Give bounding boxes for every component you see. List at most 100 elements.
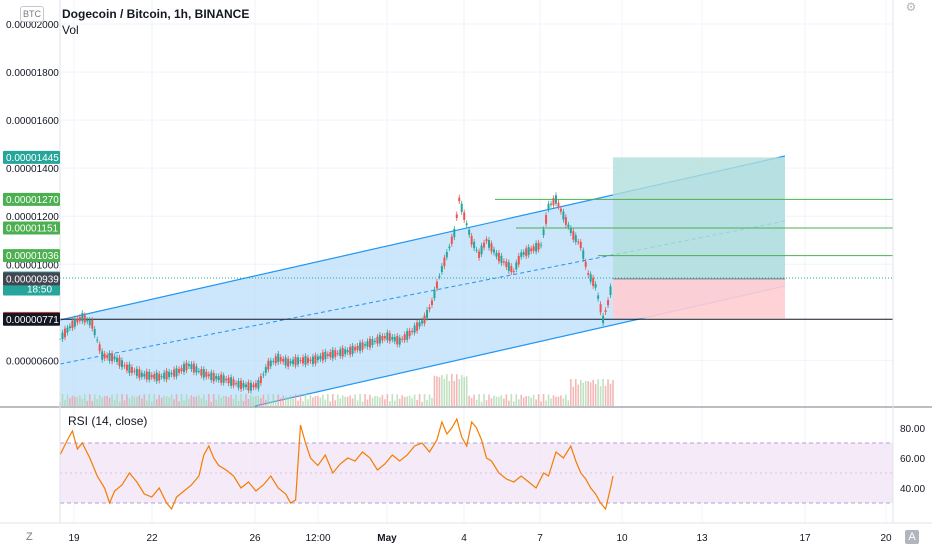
price-label-level xyxy=(3,249,60,263)
candle-body xyxy=(396,335,399,345)
countdown-text: 18:50 xyxy=(27,284,52,295)
candle-body xyxy=(604,310,607,312)
volume-bar xyxy=(443,378,446,406)
candle-body xyxy=(359,342,362,352)
volume-bar xyxy=(143,394,146,406)
candle-body xyxy=(495,252,498,257)
channel-fill xyxy=(60,156,785,406)
volume-bar xyxy=(428,394,431,406)
volume-bar xyxy=(106,395,108,406)
volume-bar xyxy=(232,399,235,406)
volume-bar xyxy=(386,394,389,406)
candle-body xyxy=(210,372,213,381)
candle-body xyxy=(259,376,262,384)
candle-body xyxy=(106,355,109,358)
candle-body xyxy=(165,370,168,380)
candle-body xyxy=(130,367,133,373)
volume-bar xyxy=(488,394,490,406)
candle-body xyxy=(411,330,414,333)
timezone-button[interactable]: Z xyxy=(26,531,33,543)
volume-bar xyxy=(265,399,267,406)
volume-bar xyxy=(101,397,103,406)
volume-bar xyxy=(118,401,121,406)
rsi-tick-label: 40.00 xyxy=(900,484,925,495)
candle-body xyxy=(257,380,260,389)
settings-gear-icon[interactable]: ⚙ xyxy=(905,0,917,14)
volume-bar xyxy=(312,397,314,406)
candle-body xyxy=(401,338,404,340)
volume-bar xyxy=(560,395,562,406)
candle-body xyxy=(406,331,409,340)
candle-body xyxy=(187,364,190,367)
volume-bar xyxy=(552,395,555,406)
candle-body xyxy=(505,261,508,268)
candle-body xyxy=(324,351,327,360)
candle-body xyxy=(180,367,183,372)
candle-body xyxy=(354,347,357,351)
volume-bar xyxy=(344,396,346,406)
volume-bar xyxy=(212,394,215,406)
volume-bar xyxy=(423,394,426,406)
volume-bar xyxy=(203,394,205,406)
price-label-level xyxy=(3,192,60,206)
time-tick-label: 13 xyxy=(696,533,708,544)
price-tick-label: 0.00001600 xyxy=(6,116,59,127)
volume-bar xyxy=(165,396,168,406)
candle-body xyxy=(562,211,565,220)
candle-body xyxy=(68,326,71,329)
volume-bar xyxy=(458,379,461,406)
volume-bar xyxy=(371,397,374,406)
price-label-text: 0.00001036 xyxy=(6,251,59,262)
candle-body xyxy=(550,203,553,205)
time-tick-label: 22 xyxy=(146,533,158,544)
candle-body xyxy=(170,372,173,375)
volume-bar xyxy=(88,394,91,406)
volume-bar xyxy=(121,394,123,406)
price-label-low xyxy=(3,312,60,326)
auto-scale-button[interactable]: A xyxy=(905,530,919,544)
volume-bar xyxy=(235,394,237,406)
currency-badge[interactable]: BTC xyxy=(20,6,44,22)
candle-body xyxy=(309,359,312,362)
candle-body xyxy=(284,357,287,366)
volume-bar xyxy=(113,399,116,406)
price-label-text: 0.00000939 xyxy=(6,274,59,285)
candle-body xyxy=(398,337,401,345)
volume-bar xyxy=(451,374,453,406)
candle-body xyxy=(403,334,406,341)
candle-body xyxy=(336,353,339,355)
volume-bar xyxy=(86,400,89,406)
volume-bar xyxy=(503,398,505,406)
volume-bar xyxy=(508,400,510,406)
candle-body xyxy=(244,384,247,388)
volume-bar xyxy=(341,395,344,406)
candle-body xyxy=(366,341,369,347)
candle-body xyxy=(418,322,421,327)
candle-body xyxy=(163,372,166,379)
candle-body xyxy=(311,356,314,365)
volume-bar xyxy=(393,400,396,406)
volume-bar xyxy=(136,396,138,406)
volume-bar xyxy=(128,398,131,406)
price-label-text: 0.00001445 xyxy=(6,153,59,164)
candle-body xyxy=(274,356,277,364)
candle-body xyxy=(197,370,200,372)
volume-bar xyxy=(418,394,421,406)
candle-body xyxy=(182,363,185,373)
volume-bar xyxy=(575,379,577,406)
candle-body xyxy=(378,334,381,344)
volume-bar xyxy=(66,394,69,406)
candle-body xyxy=(63,328,66,338)
candle-body xyxy=(408,330,411,337)
candle-body xyxy=(289,361,292,364)
volume-bar xyxy=(483,394,485,406)
price-label-entry xyxy=(3,272,60,286)
volume-bar xyxy=(500,395,503,406)
volume-bar xyxy=(361,401,364,406)
price-label-target xyxy=(3,150,60,164)
candle-body xyxy=(535,243,538,252)
volume-bar xyxy=(145,400,148,406)
candle-body xyxy=(96,339,99,341)
volume-bar xyxy=(356,400,359,406)
